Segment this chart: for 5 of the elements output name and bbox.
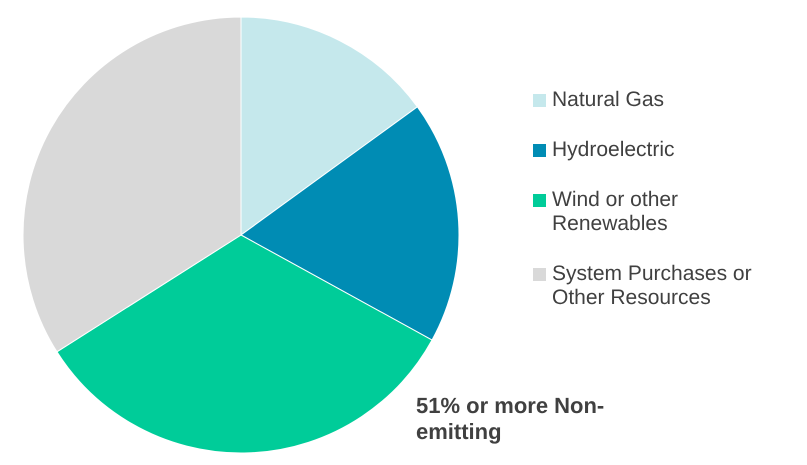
legend-label: System Purchases or Other Resources <box>552 262 753 310</box>
legend-label: Natural Gas <box>552 88 666 112</box>
legend-label: Wind or other Renewables <box>552 188 680 236</box>
legend-label: Hydroelectric <box>552 138 676 162</box>
text: 51% or more Non-emitting <box>416 393 606 445</box>
